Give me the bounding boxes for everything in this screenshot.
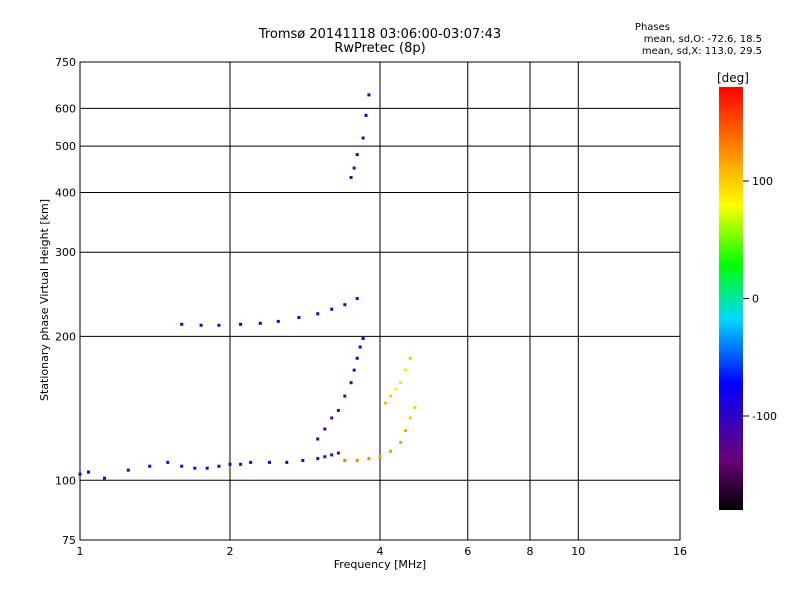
grid-lines xyxy=(80,62,680,540)
data-point xyxy=(297,316,301,320)
colorbar-tick-label: 100 xyxy=(752,175,773,188)
data-point xyxy=(217,464,221,468)
data-point xyxy=(343,303,347,307)
data-point xyxy=(239,462,243,466)
data-point xyxy=(408,416,412,420)
data-point xyxy=(228,462,232,466)
x-tick-label: 10 xyxy=(571,545,585,558)
chart-subtitle: RwPretec (8p) xyxy=(334,41,426,56)
data-point xyxy=(349,381,353,385)
phase-x-stats: mean, sd,X: 113.0, 29.5 xyxy=(641,46,762,57)
y-tick-label: 300 xyxy=(55,246,76,259)
data-point xyxy=(364,113,368,117)
data-point xyxy=(399,381,403,385)
data-point xyxy=(355,297,359,301)
data-point xyxy=(323,427,327,431)
data-point xyxy=(389,449,393,453)
data-point xyxy=(367,457,371,461)
data-point xyxy=(361,336,365,340)
data-point xyxy=(103,476,107,480)
data-point xyxy=(316,312,320,316)
data-point xyxy=(349,175,353,179)
data-point xyxy=(267,460,271,464)
data-point xyxy=(199,323,203,327)
data-point xyxy=(403,429,407,433)
x-tick-label: 2 xyxy=(227,545,234,558)
data-point xyxy=(276,319,280,323)
x-tick-label: 6 xyxy=(464,545,471,558)
data-point xyxy=(193,466,197,470)
data-points xyxy=(78,93,417,480)
data-point xyxy=(217,323,221,327)
data-point xyxy=(383,401,387,405)
colorbar-tick-label: -100 xyxy=(752,410,777,423)
y-tick-label: 400 xyxy=(55,186,76,199)
y-tick-label: 200 xyxy=(55,330,76,343)
y-tick-label: 500 xyxy=(55,140,76,153)
phase-o-stats: mean, sd,O: -72.6, 18.5 xyxy=(643,34,762,45)
data-point xyxy=(352,368,356,372)
colorbar-ticks: 100 0 -100 xyxy=(743,175,777,423)
data-point xyxy=(258,321,262,325)
colorbar xyxy=(719,87,743,510)
data-point xyxy=(336,451,340,455)
data-point xyxy=(316,437,320,441)
chart-title: Tromsø 20141118 03:06:00-03:07:43 xyxy=(258,27,502,42)
data-point xyxy=(316,457,320,461)
data-point xyxy=(330,416,334,420)
x-tick-label: 4 xyxy=(377,545,384,558)
x-tick-label: 1 xyxy=(77,545,84,558)
data-point xyxy=(285,460,289,464)
data-point xyxy=(361,136,365,140)
data-point xyxy=(343,394,347,398)
data-point xyxy=(355,458,359,462)
x-tick-label: 8 xyxy=(527,545,534,558)
data-point xyxy=(330,307,334,311)
data-point xyxy=(239,322,243,326)
phase-heading: Phases xyxy=(634,22,670,33)
x-axis-label: Frequency [MHz] xyxy=(334,558,426,571)
data-point xyxy=(367,93,371,97)
data-point xyxy=(249,460,253,464)
colorbar-label: [deg] xyxy=(717,71,749,85)
axis-ticks: 1 2 4 6 8 10 16 75 100 200 300 400 500 600 750 xyxy=(55,56,687,558)
data-point xyxy=(355,356,359,360)
data-point xyxy=(301,458,305,462)
y-tick-label: 100 xyxy=(55,474,76,487)
data-point xyxy=(180,464,184,468)
data-point xyxy=(394,387,398,391)
y-tick-label: 750 xyxy=(55,56,76,69)
data-point xyxy=(336,408,340,412)
data-point xyxy=(166,460,170,464)
data-point xyxy=(352,166,356,170)
data-point xyxy=(180,322,184,326)
data-point xyxy=(343,458,347,462)
data-point xyxy=(148,464,152,468)
data-point xyxy=(205,466,209,470)
data-point xyxy=(126,468,130,472)
data-point xyxy=(78,472,82,476)
data-point xyxy=(399,440,403,444)
y-axis-label: Stationary phase Virtual Height [km] xyxy=(38,199,51,401)
data-point xyxy=(408,356,412,360)
data-point xyxy=(330,453,334,457)
colorbar-tick-label: 0 xyxy=(752,293,759,306)
y-tick-label: 600 xyxy=(55,102,76,115)
data-point xyxy=(403,368,407,372)
data-point xyxy=(389,394,393,398)
data-point xyxy=(86,470,90,474)
data-point xyxy=(323,455,327,459)
data-point xyxy=(355,153,359,157)
x-tick-label: 16 xyxy=(673,545,687,558)
data-point xyxy=(358,345,362,349)
y-tick-label: 75 xyxy=(62,534,76,547)
data-point xyxy=(378,455,382,459)
data-point xyxy=(413,405,417,409)
